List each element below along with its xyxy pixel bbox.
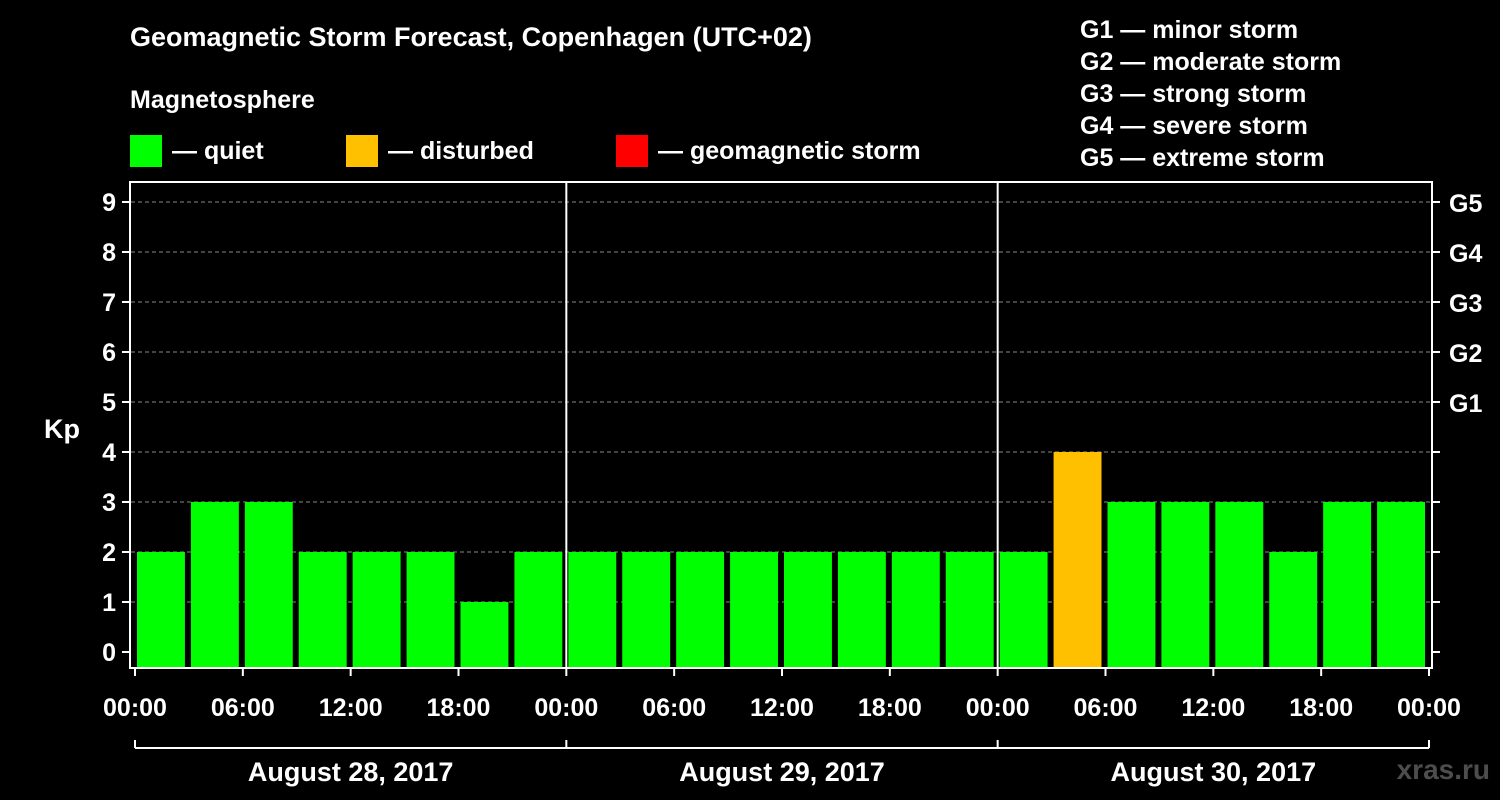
watermark: xras.ru — [1396, 754, 1490, 785]
kp-bar — [1377, 502, 1425, 667]
chart-title: Geomagnetic Storm Forecast, Copenhagen (… — [130, 22, 812, 52]
legend-label-storm: — geomagnetic storm — [658, 136, 921, 165]
storm-scale-g1: G1 — minor storm — [1080, 16, 1299, 44]
legend-label-disturbed: — disturbed — [388, 136, 534, 165]
day-label: August 28, 2017 — [248, 757, 454, 787]
g-scale-label: G1 — [1449, 390, 1482, 418]
kp-bar — [460, 602, 509, 667]
legend-swatch-disturbed — [346, 135, 378, 167]
storm-scale-g2: G2 — moderate storm — [1080, 48, 1342, 76]
x-tick-label: 06:00 — [1074, 694, 1138, 722]
x-tick-label: 18:00 — [427, 694, 491, 722]
legend-item-disturbed: — disturbed — [346, 134, 534, 168]
legend-swatch-quiet — [130, 135, 162, 167]
y-tick-label: 6 — [102, 339, 116, 367]
x-tick-label: 12:00 — [1181, 694, 1245, 722]
g-scale-label: G2 — [1449, 340, 1482, 368]
kp-bar — [837, 552, 886, 667]
kp-bar — [945, 552, 994, 667]
kp-bar — [137, 552, 185, 667]
kp-bar — [730, 552, 778, 667]
magnetosphere-label: Magnetosphere — [130, 86, 315, 114]
kp-bar — [190, 502, 239, 667]
kp-bar — [999, 552, 1048, 667]
kp-bar — [622, 552, 671, 667]
x-tick-label: 12:00 — [319, 694, 383, 722]
storm-scale-legend: G1 — minor storm G2 — moderate storm G3 … — [1080, 14, 1341, 174]
legend-swatch-storm — [616, 135, 648, 167]
kp-bar — [1107, 502, 1156, 667]
x-tick-label: 00:00 — [966, 694, 1030, 722]
x-tick-label: 12:00 — [750, 694, 814, 722]
legend-label-quiet: — quiet — [172, 136, 264, 165]
kp-bar — [676, 552, 725, 667]
g-scale-label: G5 — [1449, 190, 1482, 218]
y-tick-label: 9 — [102, 189, 116, 217]
kp-bar — [784, 552, 832, 667]
x-tick-label: 00:00 — [103, 694, 167, 722]
g-scale-label: G3 — [1449, 290, 1482, 318]
kp-bar — [1269, 552, 1318, 667]
kp-bar — [406, 552, 455, 667]
day-label: August 30, 2017 — [1111, 757, 1317, 787]
kp-bar — [244, 502, 293, 667]
kp-bar — [568, 552, 617, 667]
kp-bar — [1215, 502, 1264, 667]
kp-bar — [891, 552, 940, 667]
y-tick-label: 3 — [102, 489, 116, 517]
x-tick-label: 00:00 — [1397, 694, 1461, 722]
storm-scale-g5: G5 — extreme storm — [1080, 144, 1325, 172]
storm-scale-g3: G3 — strong storm — [1080, 80, 1307, 108]
day-label: August 29, 2017 — [679, 757, 885, 787]
y-tick-label: 7 — [102, 289, 116, 317]
x-tick-label: 18:00 — [1289, 694, 1353, 722]
y-tick-label: 0 — [102, 639, 116, 667]
kp-bar — [352, 552, 401, 667]
kp-bar — [514, 552, 563, 667]
x-tick-label: 06:00 — [642, 694, 706, 722]
y-tick-label: 4 — [102, 439, 116, 467]
y-tick-label: 5 — [102, 389, 116, 417]
kp-bar — [298, 552, 347, 667]
y-axis-label: Kp — [44, 414, 80, 444]
legend-item-quiet: — quiet — [130, 134, 264, 168]
y-tick-label: 1 — [102, 589, 116, 617]
kp-bar — [1323, 502, 1372, 667]
kp-bar — [1053, 452, 1102, 667]
y-tick-label: 2 — [102, 539, 116, 567]
legend-item-storm: — geomagnetic storm — [616, 134, 921, 168]
g-scale-label: G4 — [1449, 240, 1482, 268]
storm-scale-g4: G4 — severe storm — [1080, 112, 1308, 140]
x-tick-label: 06:00 — [211, 694, 275, 722]
x-tick-label: 18:00 — [858, 694, 922, 722]
y-tick-label: 8 — [102, 239, 116, 267]
x-tick-label: 00:00 — [534, 694, 598, 722]
kp-bar — [1161, 502, 1210, 667]
